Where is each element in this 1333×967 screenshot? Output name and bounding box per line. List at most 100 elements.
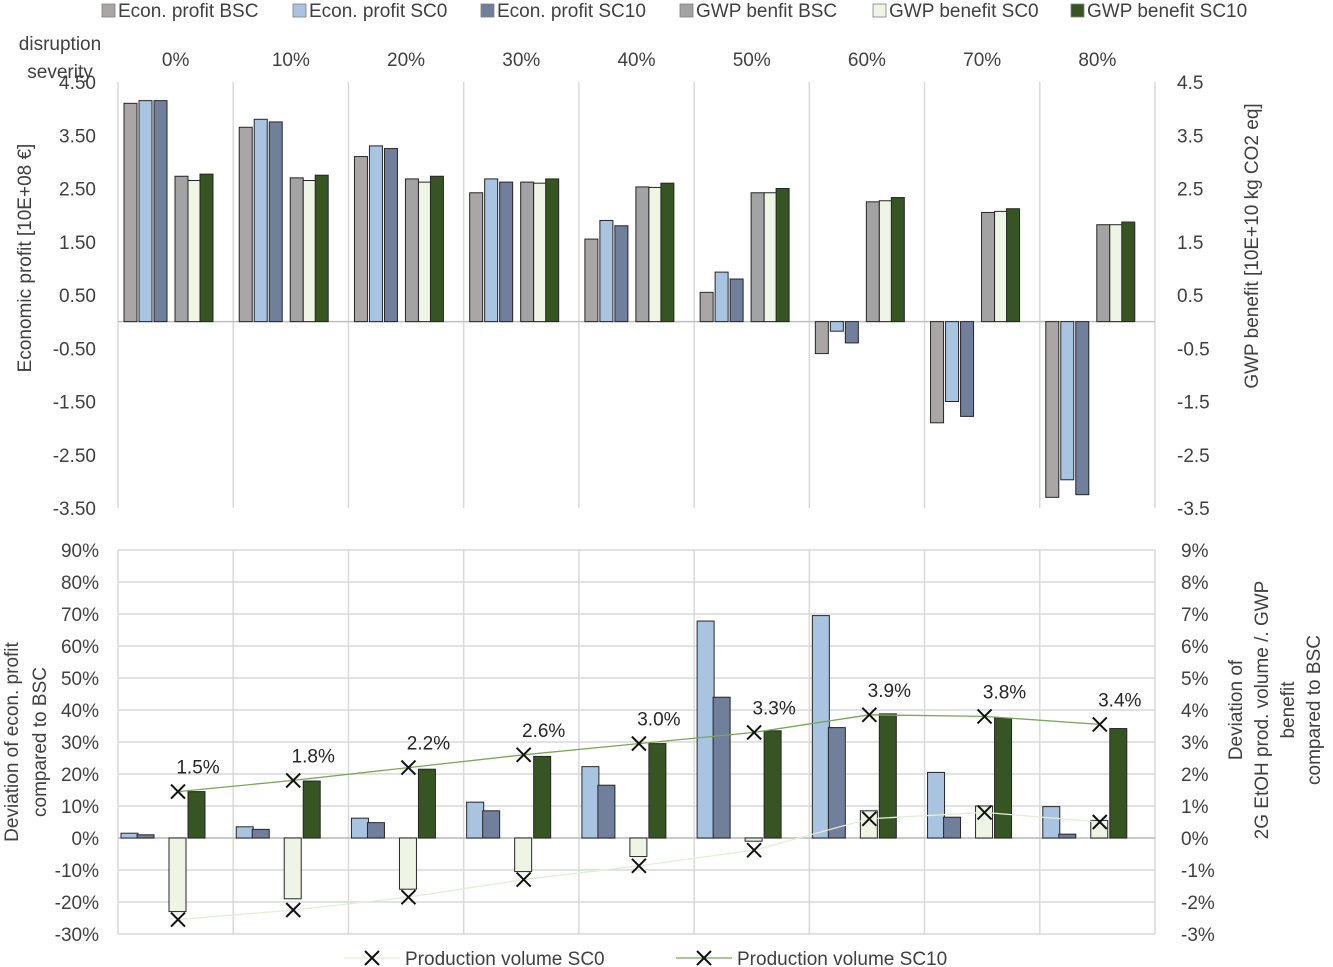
marker-production-volume-sc0 <box>285 902 301 918</box>
bar-econ-profit-sc10 <box>712 696 731 839</box>
marker-production-volume-sc10 <box>861 707 878 723</box>
bottom-left-axis-tick-label: -10% <box>55 861 99 882</box>
top-chart: 0% 10% 20% 30% 40% 50% 60% 70% 80% 4.50 3.50 2.50 1.… <box>15 50 1263 520</box>
bottom-right-axis-title-line-1: Deviation of <box>1226 659 1247 760</box>
bottom-left-axis-tick-label: 70% <box>61 605 99 626</box>
legend-label-production-volume-sc0: Production volume SC0 <box>405 949 605 967</box>
legend-marker-production-volume-sc10 <box>696 950 712 966</box>
bar-gwp-benefit-sc0 <box>533 182 548 323</box>
bar-econ-profit-sc10 <box>844 321 859 344</box>
bottom-left-axis-tick-label: 30% <box>61 733 99 754</box>
legend-swatch-gwp-benefit-sc10 <box>1070 3 1085 18</box>
bar-gwp-benefit-sc10 <box>648 743 667 839</box>
data-label: 1.8% <box>292 746 335 767</box>
top-left-axis-title: Economic profit [10E+08 €] <box>15 144 36 373</box>
bar-gwp-benefit-sc0 <box>629 837 648 858</box>
top-right-axis-tick-label: -3.5 <box>1177 499 1210 520</box>
marker-production-volume-sc10 <box>515 747 532 763</box>
bottom-left-axis-tick-label: -20% <box>55 893 99 914</box>
bottom-right-axis-tick-label: -2% <box>1181 893 1215 914</box>
data-label: 2.2% <box>407 734 450 755</box>
bar-gwp-benefit-sc10 <box>429 175 444 323</box>
bar-econ-profit-sc0 <box>253 118 268 323</box>
marker-production-volume-sc10 <box>400 759 417 776</box>
bar-econ-profit-sc10 <box>827 727 846 839</box>
bottom-left-axis-tick-label: 40% <box>61 701 99 722</box>
bar-gwp-benefit-sc0 <box>878 200 893 323</box>
bottom-left-axis-title-line-2: compared to BSC <box>30 667 51 817</box>
top-left-axis-tick-label: 1.50 <box>59 233 96 254</box>
bottom-right-axis-title-line-2: 2G EtOH prod. volume /. GWP <box>1252 581 1273 840</box>
bar-gwp-benefit-sc0 <box>514 837 533 873</box>
bar-gwp-benefit-sc0 <box>187 180 202 323</box>
marker-production-volume-sc10 <box>170 783 186 800</box>
top-left-axis-tick-label: 0.50 <box>59 286 96 307</box>
top-left-axis-tick-label: -1.50 <box>53 393 96 414</box>
bar-gwp-benfit-bsc <box>520 181 535 323</box>
legend-label-production-volume-sc10: Production volume SC10 <box>737 949 947 967</box>
bar-gwp-benefit-sc10 <box>1006 208 1021 323</box>
bar-gwp-benefit-sc0 <box>1109 224 1124 323</box>
bottom-right-axis-tick-label: 3% <box>1181 733 1209 754</box>
category-tick-label: 10% <box>272 50 310 71</box>
bar-econ-profit-sc0 <box>350 817 369 839</box>
top-right-axis-tick-label: 3.5 <box>1177 126 1203 147</box>
legend-swatch-econ-profit-bsc <box>101 3 116 18</box>
data-label: 1.5% <box>176 758 219 779</box>
data-label: 3.4% <box>1098 690 1141 711</box>
bar-gwp-benfit-bsc <box>289 177 304 323</box>
legend-swatch-gwp-benfit-bsc <box>679 3 694 18</box>
bottom-right-axis-tick-label: 0% <box>1181 829 1209 850</box>
bar-gwp-benefit-sc10 <box>314 174 329 323</box>
category-axis-title-line-1: disruption <box>19 34 101 55</box>
bottom-left-axis-tick-label: 0% <box>72 829 100 850</box>
bar-econ-profit-sc0 <box>829 321 844 332</box>
marker-production-volume-sc0 <box>170 911 186 928</box>
category-tick-label: 40% <box>617 50 655 71</box>
top-left-axis-tick-label: -2.50 <box>53 446 96 467</box>
bar-gwp-benefit-sc10 <box>994 717 1013 839</box>
bar-econ-profit-sc0 <box>1042 806 1061 839</box>
top-right-axis-tick-label: 0.5 <box>1177 286 1203 307</box>
bar-gwp-benefit-sc0 <box>302 180 317 323</box>
marker-production-volume-sc0 <box>400 889 417 905</box>
bar-econ-profit-sc10 <box>383 148 398 323</box>
bar-econ-profit-bsc <box>1045 321 1060 498</box>
bottom-right-axis-title-line-3: benefit <box>1278 681 1299 739</box>
bar-econ-profit-sc10 <box>1075 321 1090 496</box>
bar-econ-profit-bsc <box>238 126 253 323</box>
category-tick-label: 20% <box>387 50 425 71</box>
bar-gwp-benefit-sc10 <box>878 713 897 839</box>
bar-econ-profit-bsc <box>353 156 368 323</box>
bar-gwp-benefit-sc10 <box>1109 728 1128 839</box>
bottom-right-axis-title-line-4: compared to BSC <box>1304 635 1325 785</box>
top-right-axis-tick-label: -1.5 <box>1177 393 1210 414</box>
bar-gwp-benefit-sc0 <box>994 210 1009 323</box>
bar-gwp-benefit-sc10 <box>302 780 321 839</box>
bar-gwp-benfit-bsc <box>174 175 189 323</box>
legend-swatch-econ-profit-sc0 <box>292 3 307 18</box>
bar-gwp-benefit-sc10 <box>1121 221 1136 323</box>
category-tick-label: 30% <box>502 50 540 71</box>
bar-econ-profit-sc0 <box>138 100 153 323</box>
legend-marker-production-volume-sc0 <box>364 950 380 966</box>
legend-label-gwp-benfit-bsc: GWP benfit BSC <box>696 1 837 22</box>
top-right-axis-tick-label: 1.5 <box>1177 233 1203 254</box>
bottom-left-axis-tick-label: 10% <box>61 797 99 818</box>
marker-production-volume-sc10 <box>1092 716 1108 733</box>
bottom-right-axis-tick-label: 6% <box>1181 637 1209 658</box>
bar-econ-profit-sc0 <box>696 620 715 839</box>
bar-econ-profit-bsc <box>584 238 599 323</box>
bar-econ-profit-sc0 <box>1060 321 1075 481</box>
top-right-axis-tick-label: -0.5 <box>1177 339 1210 360</box>
bottom-left-axis-tick-label: -30% <box>55 925 99 946</box>
bar-econ-profit-bsc <box>814 321 829 355</box>
bottom-right-axis-tick-label: 9% <box>1181 541 1209 562</box>
top-right-axis-title: GWP benefit [10E+10 kg CO2 eq] <box>1242 103 1263 388</box>
bottom-left-axis-tick-label: 90% <box>61 541 99 562</box>
bar-econ-profit-sc0 <box>927 771 946 839</box>
bottom-right-axis-tick-label: 8% <box>1181 573 1209 594</box>
bar-gwp-benefit-sc10 <box>545 178 560 323</box>
category-tick-label: 50% <box>733 50 771 71</box>
